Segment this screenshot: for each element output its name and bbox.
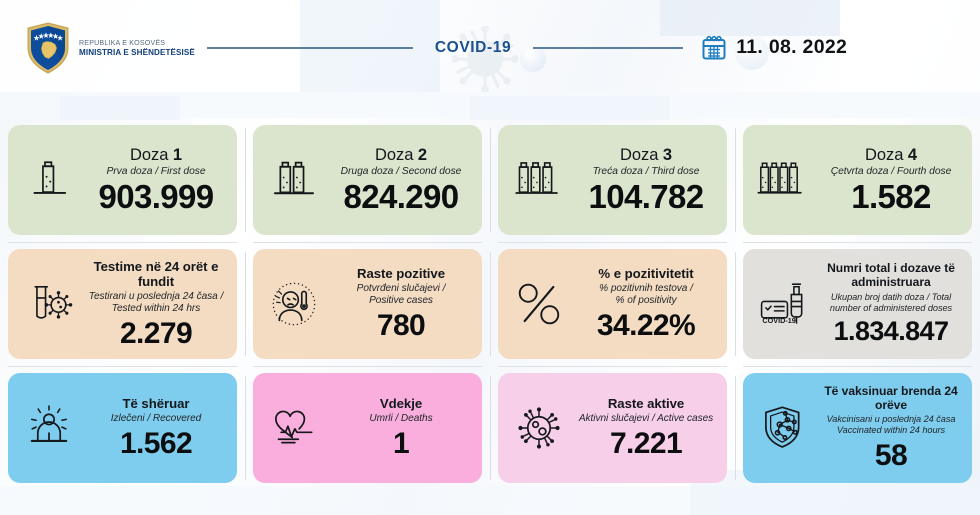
- card-value: 1.562: [119, 427, 193, 461]
- grid-cell: Doza 3 Treća doza / Third dose 104.782: [490, 118, 735, 242]
- card-title: Testime në 24 orët e fundit: [93, 258, 219, 289]
- shield-virus-icon: [753, 403, 815, 453]
- card-value: 104.782: [588, 178, 704, 216]
- card-subtitle: Çetvrta doza / Fourth dose: [830, 165, 952, 177]
- card-value: 1.834.847: [833, 316, 949, 347]
- card-title: Raste aktive: [607, 396, 685, 412]
- card-subtitle: Druga doza / Second dose: [340, 165, 462, 177]
- heart-flatline-icon: [263, 403, 325, 453]
- card-value: 2.279: [119, 316, 193, 350]
- card-subtitle: Testirani u poslednja 24 časa / Tested w…: [88, 290, 224, 314]
- card-subtitle: Ukupan broj datih doza / Total number of…: [829, 291, 953, 314]
- card-subtitle: Izlečeni / Recovered: [110, 413, 202, 425]
- kosovo-coat-of-arms-icon: [26, 21, 70, 74]
- grid-cell: % e pozitivitetit % pozitivnih testova /…: [490, 242, 735, 366]
- stat-card-active-cases[interactable]: Raste aktive Aktivni slučajevi / Active …: [498, 373, 727, 483]
- stat-card-recovered[interactable]: Të shëruar Izlečeni / Recovered 1.562: [8, 373, 237, 483]
- grid-cell: Të shëruar Izlečeni / Recovered 1.562: [0, 366, 245, 490]
- stat-card-doza-1[interactable]: Doza 1 Prva doza / First dose 903.999: [8, 125, 237, 235]
- header-divider-left: [206, 46, 413, 49]
- card-value: 7.221: [609, 427, 683, 461]
- card-value: 903.999: [98, 178, 214, 216]
- recovered-person-icon: [18, 403, 80, 453]
- card-subtitle: % pozitivnih testova / % of positivity: [599, 283, 693, 307]
- grid-cell: Doza 4 Çetvrta doza / Fourth dose 1.582: [735, 118, 980, 242]
- card-value: 34.22%: [596, 309, 696, 343]
- card-title: Raste pozitive: [357, 266, 445, 282]
- stat-card-tests-24h[interactable]: Testime në 24 orët e fundit Testirani u …: [8, 249, 237, 359]
- card-value: 1.582: [851, 178, 931, 216]
- grid-cell: Vdekje Umrli / Deaths 1: [245, 366, 490, 490]
- card-title: Të shëruar: [122, 396, 190, 412]
- card-title: Doza 2: [375, 146, 427, 165]
- grid-cell: Raste pozitive Potvrđeni slučajevi / Pos…: [245, 242, 490, 366]
- date-text: 11. 08. 2022: [736, 36, 848, 58]
- card-subtitle: Vakcinisani u poslednja 24 časa Vaccinat…: [826, 414, 956, 436]
- card-title: Doza 1: [130, 146, 182, 165]
- card-subtitle: Treća doza / Third dose: [592, 165, 700, 177]
- calendar-icon: [701, 35, 727, 61]
- grid-cell: Raste aktive Aktivni slučajevi / Active …: [490, 366, 735, 490]
- card-subtitle: Prva doza / First dose: [106, 165, 206, 177]
- sick-person-thermometer-icon: [263, 279, 325, 329]
- stat-card-doza-2[interactable]: Doza 2 Druga doza / Second dose 824.290: [253, 125, 482, 235]
- stat-card-total-doses[interactable]: COVID-19 Numri total i dozave të adminis…: [743, 249, 972, 359]
- card-value: 824.290: [343, 178, 459, 216]
- svg-text:COVID-19: COVID-19: [762, 316, 795, 325]
- stat-card-deaths[interactable]: Vdekje Umrli / Deaths 1: [253, 373, 482, 483]
- stats-grid: Doza 1 Prva doza / First dose 903.999: [0, 118, 980, 490]
- virus-icon: [508, 403, 570, 453]
- card-subtitle: Umrli / Deaths: [369, 413, 433, 425]
- card-value: 58: [874, 438, 908, 472]
- stat-card-doza-4[interactable]: Doza 4 Çetvrta doza / Fourth dose 1.582: [743, 125, 972, 235]
- card-title: Doza 4: [865, 146, 917, 165]
- virus-watermark-icon: [452, 26, 518, 92]
- vial-quad-icon: [753, 155, 815, 205]
- card-title: Numri total i dozave të administruara: [827, 261, 955, 290]
- vial-single-icon: [18, 155, 80, 205]
- covid-syringe-card-icon: COVID-19: [753, 279, 815, 329]
- card-title: Vdekje: [379, 396, 423, 412]
- vial-double-icon: [263, 155, 325, 205]
- card-title: Të vaksinuar brenda 24 orëve: [824, 383, 958, 412]
- card-title: % e pozitivitetit: [598, 266, 694, 282]
- card-subtitle: Aktivni slučajevi / Active cases: [578, 413, 714, 425]
- report-date: 11. 08. 2022: [701, 35, 847, 61]
- percent-icon: [508, 278, 570, 330]
- vial-triple-icon: [508, 155, 570, 205]
- grid-cell: Testime në 24 orët e fundit Testirani u …: [0, 242, 245, 366]
- card-title: Doza 3: [620, 146, 672, 165]
- header-divider-right: [533, 46, 684, 49]
- card-value: 780: [376, 309, 426, 343]
- covid-19-label: COVID-19: [434, 38, 512, 56]
- test-tube-virus-icon: [18, 279, 80, 329]
- stat-card-positive-cases[interactable]: Raste pozitive Potvrđeni slučajevi / Pos…: [253, 249, 482, 359]
- org-name-ministry: MINISTRIA E SHËNDETËSISË: [79, 48, 195, 58]
- grid-cell: Doza 1 Prva doza / First dose 903.999: [0, 118, 245, 242]
- ministry-brand: REPUBLIKA E KOSOVËS MINISTRIA E SHËNDETË…: [0, 21, 195, 74]
- card-value: 1: [392, 427, 410, 461]
- org-name-republic: REPUBLIKA E KOSOVËS: [79, 38, 166, 47]
- grid-cell: Doza 2 Druga doza / Second dose 824.290: [245, 118, 490, 242]
- stat-card-vaccinated-24h[interactable]: Të vaksinuar brenda 24 orëve Vakcinisani…: [743, 373, 972, 483]
- stat-card-doza-3[interactable]: Doza 3 Treća doza / Third dose 104.782: [498, 125, 727, 235]
- stat-card-positivity-rate[interactable]: % e pozitivitetit % pozitivnih testova /…: [498, 249, 727, 359]
- grid-cell: COVID-19 Numri total i dozave të adminis…: [735, 242, 980, 366]
- grid-cell: Të vaksinuar brenda 24 orëve Vakcinisani…: [735, 366, 980, 490]
- card-subtitle: Potvrđeni slučajevi / Positive cases: [356, 283, 446, 307]
- page-header: REPUBLIKA E KOSOVËS MINISTRIA E SHËNDETË…: [0, 0, 980, 95]
